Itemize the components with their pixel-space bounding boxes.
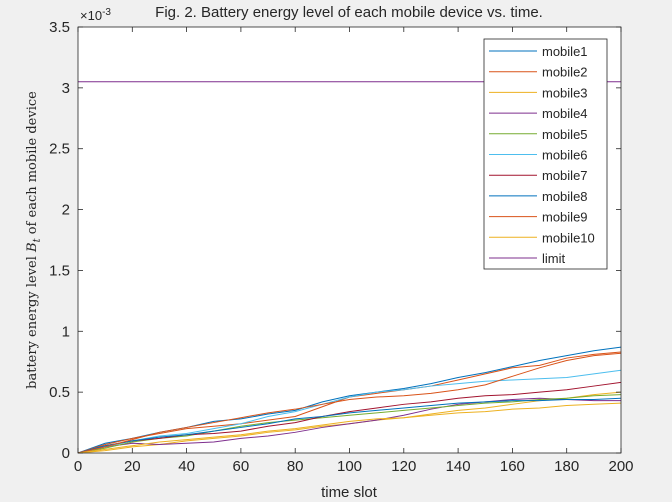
legend-label-mobile6: mobile6 (542, 148, 588, 163)
legend-label-mobile2: mobile2 (542, 65, 588, 80)
series-line-mobile10 (77, 402, 622, 454)
y-tick-label: 2.5 (49, 141, 70, 158)
y-axis: 0 0.5 1 1.5 2 2.5 3 3.5 (49, 19, 621, 462)
series-line-mobile4 (77, 397, 621, 454)
legend-label-mobile9: mobile9 (542, 210, 588, 225)
x-tick-label: 120 (391, 458, 416, 475)
series-line-mobile8 (77, 397, 622, 454)
series-line-mobile7 (77, 381, 622, 454)
legend-label-mobile3: mobile3 (542, 85, 588, 100)
y-tick-label: 0.5 (49, 384, 70, 401)
y-axis-label: battery energy level Bt of each mobile d… (25, 91, 43, 389)
legend-label-mobile4: mobile4 (542, 106, 588, 121)
x-tick-label: 180 (554, 458, 579, 475)
x-tick-label: 80 (287, 458, 304, 475)
x-tick-label: 40 (178, 458, 195, 475)
x-tick-label: 140 (446, 458, 471, 475)
legend-label-mobile1: mobile1 (542, 44, 588, 59)
x-axis: 0 20 40 60 80 100 120 140 160 180 200 (74, 27, 634, 475)
x-tick-label: 60 (233, 458, 250, 475)
legend-label-limit: limit (542, 251, 565, 266)
legend-label-mobile5: mobile5 (542, 127, 588, 142)
x-tick-label: 200 (608, 458, 633, 475)
y-tick-label: 2 (62, 202, 70, 219)
series-line-mobile9 (77, 352, 622, 454)
series-line-mobile6 (77, 369, 622, 454)
x-tick-label: 160 (500, 458, 525, 475)
legend: mobile1 mobile2 mobile3 mobile4 mobile5 mobil… (483, 38, 608, 270)
x-tick-label: 100 (337, 458, 362, 475)
legend-label-mobile10: mobile10 (542, 230, 595, 245)
y-tick-label: 3 (62, 80, 70, 97)
chart-title: Fig. 2. Battery energy level of each mob… (155, 4, 543, 21)
legend-label-mobile8: mobile8 (542, 189, 588, 204)
y-tick-label: 3.5 (49, 19, 70, 36)
exponent-label: ×10-3 (80, 7, 111, 23)
y-tick-label: 0 (62, 445, 70, 462)
y-tick-label: 1.5 (49, 262, 70, 279)
x-tick-label: 0 (74, 458, 82, 475)
y-tick-label: 1 (62, 323, 70, 340)
legend-label-mobile7: mobile7 (542, 168, 588, 183)
x-axis-label: time slot (321, 484, 378, 501)
x-tick-label: 20 (124, 458, 141, 475)
